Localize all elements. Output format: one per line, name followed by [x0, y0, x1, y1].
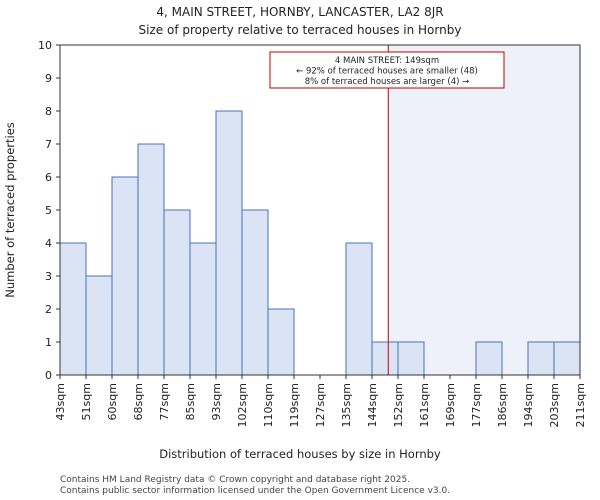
x-tick-label: 85sqm: [184, 383, 197, 420]
x-tick-label: 127sqm: [314, 383, 327, 427]
bar-85sqm: [189, 242, 217, 376]
x-tick-label: 135sqm: [340, 383, 353, 427]
x-tick-label: 60sqm: [106, 383, 119, 420]
bar-77sqm: [163, 209, 191, 376]
y-tick-label: 6: [45, 171, 52, 184]
y-tick-label: 9: [45, 72, 52, 85]
bar-144sqm: [371, 341, 399, 376]
y-tick-label: 10: [38, 39, 52, 52]
annotation-line-2: ← 92% of terraced houses are smaller (48…: [296, 67, 478, 77]
bar-60sqm: [111, 176, 139, 376]
x-tick-label: 161sqm: [418, 383, 431, 427]
x-tick-label: 43sqm: [54, 383, 67, 420]
x-tick-label: 68sqm: [132, 383, 145, 420]
x-tick-label: 186sqm: [496, 383, 509, 427]
x-tick-label: 77sqm: [158, 383, 171, 420]
y-tick-label: 8: [45, 105, 52, 118]
bar-93sqm: [215, 110, 243, 376]
annotation-box: [269, 51, 505, 89]
y-tick-label: 0: [45, 369, 52, 382]
footer-line-1: Contains HM Land Registry data © Crown c…: [60, 475, 410, 485]
larger-region-shade: [388, 45, 580, 375]
x-axis-label: Distribution of terraced houses by size …: [159, 447, 441, 461]
y-tick-label: 2: [45, 303, 52, 316]
x-tick-label: 169sqm: [444, 383, 457, 427]
x-tick-label: 211sqm: [574, 383, 587, 427]
bar-43sqm: [59, 242, 87, 376]
bar-68sqm: [137, 143, 165, 376]
y-tick-label: 3: [45, 270, 52, 283]
bar-177sqm: [475, 341, 503, 376]
x-tick-label: 194sqm: [522, 383, 535, 427]
bar-135sqm: [345, 242, 373, 376]
annotation-line-3: 8% of terraced houses are larger (4) →: [305, 77, 470, 87]
chart-subtitle: Size of property relative to terraced ho…: [139, 23, 462, 37]
y-tick-label: 4: [45, 237, 52, 250]
x-tick-label: 119sqm: [288, 383, 301, 427]
x-tick-label: 110sqm: [262, 383, 275, 427]
bar-51sqm: [85, 275, 113, 376]
bar-102sqm: [241, 209, 269, 376]
x-tick-label: 203sqm: [548, 383, 561, 427]
bar-152sqm: [397, 341, 425, 376]
y-axis-label: Number of terraced properties: [3, 122, 17, 298]
x-tick-label: 144sqm: [366, 383, 379, 427]
annotation-line-1: 4 MAIN STREET: 149sqm: [335, 56, 439, 66]
x-tick-label: 93sqm: [210, 383, 223, 420]
footer-line-2: Contains public sector information licen…: [60, 486, 450, 496]
y-tick-label: 7: [45, 138, 52, 151]
bar-110sqm: [267, 308, 295, 376]
x-tick-label: 177sqm: [470, 383, 483, 427]
y-tick-label: 1: [45, 336, 52, 349]
x-tick-label: 152sqm: [392, 383, 405, 427]
y-tick-label: 5: [45, 204, 52, 217]
bar-194sqm: [527, 341, 555, 376]
x-tick-label: 102sqm: [236, 383, 249, 427]
chart-title: 4, MAIN STREET, HORNBY, LANCASTER, LA2 8…: [156, 5, 443, 19]
bar-203sqm: [553, 341, 581, 376]
x-tick-label: 51sqm: [80, 383, 93, 420]
